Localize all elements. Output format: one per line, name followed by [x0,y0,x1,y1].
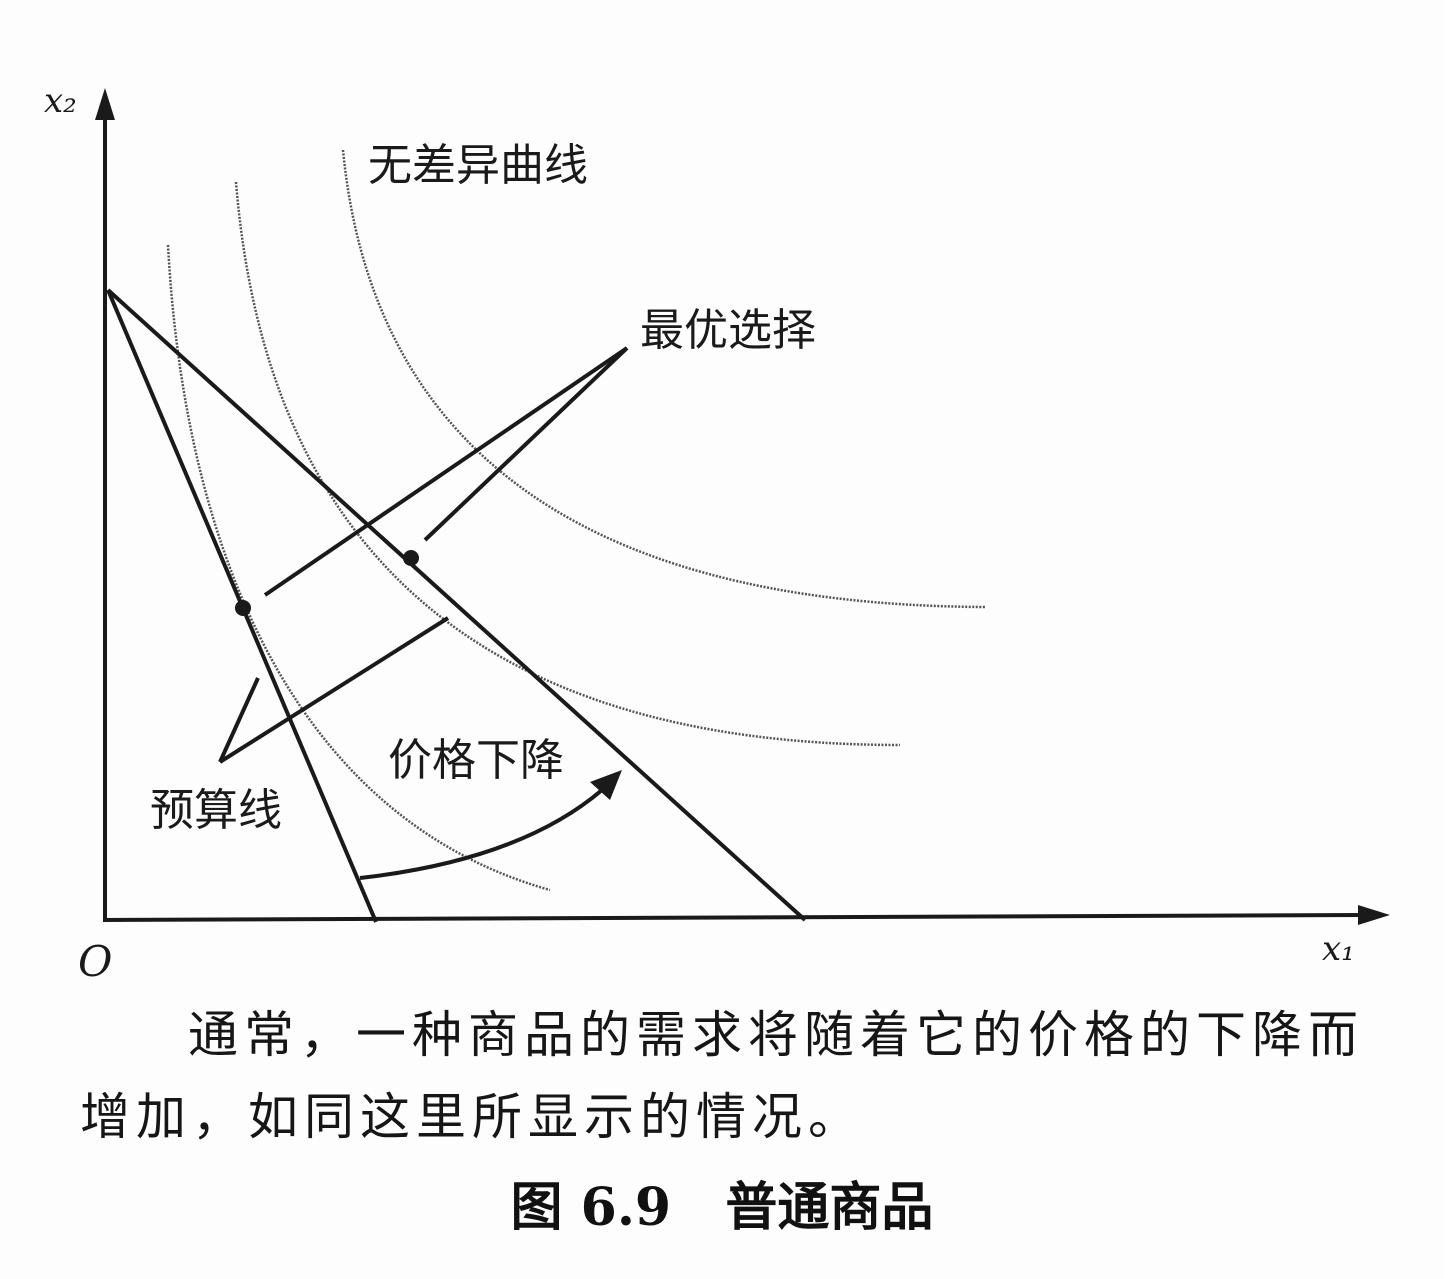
origin-label: O [78,937,112,986]
optimal-point-new [403,550,419,566]
y-axis-arrowhead [95,88,115,120]
budget-line-leader-1 [218,616,450,764]
optimal-choice-leader-1 [263,346,629,597]
indifference-curve-3 [341,149,986,609]
indifference-curve-2 [234,181,901,747]
optimal-choice-leader-2 [423,346,629,542]
x-axis-arrowhead [1358,905,1390,925]
economics-diagram: x₂ x₁ O 无差异曲线 最优选择 价格下降 预算线 [44,81,1390,986]
price-decrease-arrow [359,788,604,880]
optimal-point-original [235,600,251,616]
indifference-curve-label: 无差异曲线 [368,140,588,191]
budget-line-leader-2 [218,677,260,763]
x-axis-label: x₁ [1322,929,1355,969]
budget-line-label: 预算线 [150,785,282,836]
indifference-curve-1 [166,244,551,892]
optimal-choice-label: 最优选择 [640,305,816,356]
figure-title: 图 6.9 普通商品 [510,1177,934,1238]
x-axis [102,913,1365,922]
price-decrease-arrowhead [590,770,622,800]
price-decrease-label: 价格下降 [388,735,564,786]
caption-line-2: 增加，如同这里所显示的情况。 [80,1088,864,1146]
y-axis-label: x₂ [44,81,77,121]
caption-line-1: 通常，一种商品的需求将随着它的价格的下降而 [188,1006,1364,1064]
budget-line-after-price-decrease [106,288,807,922]
